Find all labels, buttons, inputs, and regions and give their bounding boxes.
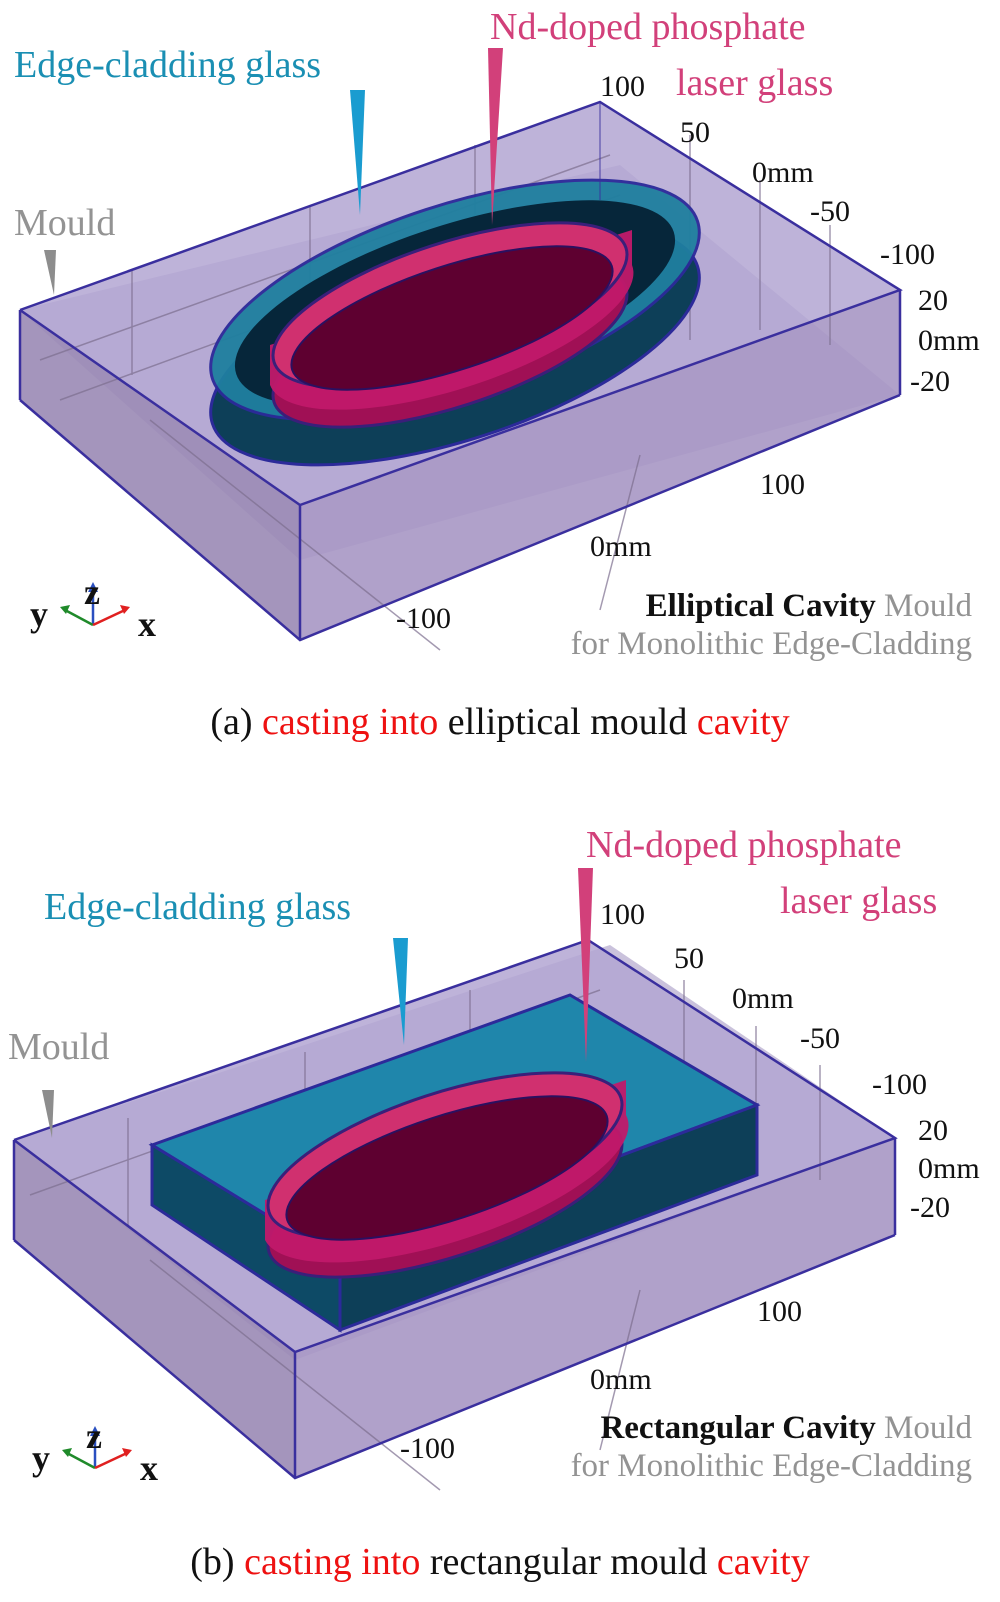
y-tick-0: 0mm bbox=[752, 156, 814, 189]
title-grey: Mould bbox=[883, 588, 972, 624]
y-tick-neg50: -50 bbox=[800, 1022, 840, 1055]
mould-pointer bbox=[44, 250, 56, 295]
panel-b-title: Rectangular Cavity Mould bbox=[600, 1412, 972, 1445]
y-tick-50: 50 bbox=[674, 942, 704, 975]
z-tick-0: 0mm bbox=[918, 324, 980, 357]
axis-x-label: x bbox=[138, 604, 156, 644]
axis-x-label: x bbox=[140, 1448, 158, 1488]
x-tick-100: 100 bbox=[760, 468, 805, 501]
caption-mid: elliptical mould bbox=[447, 701, 688, 743]
nd-glass-label-line2: laser glass bbox=[676, 62, 834, 104]
caption-red-1: casting into bbox=[244, 1541, 421, 1583]
panel-a-subtitle: for Monolithic Edge-Cladding bbox=[570, 626, 972, 662]
panel-b-caption: (b) casting into rectangular mould cavit… bbox=[0, 1540, 1000, 1584]
panel-b-subtitle: for Monolithic Edge-Cladding bbox=[570, 1448, 972, 1484]
nd-glass-pointer bbox=[578, 868, 593, 1062]
caption-prefix: (a) bbox=[210, 701, 253, 743]
x-tick-0: 0mm bbox=[590, 1363, 652, 1396]
caption-red-1: casting into bbox=[262, 701, 439, 743]
edge-cladding-pointer bbox=[350, 90, 365, 215]
nd-glass-label-line2: laser glass bbox=[780, 880, 938, 922]
mould-label: Mould bbox=[8, 1026, 110, 1068]
panel-a-caption: (a) casting into elliptical mould cavity bbox=[0, 700, 1000, 744]
axis-y-label: y bbox=[32, 1438, 50, 1478]
z-tick-neg20: -20 bbox=[910, 365, 950, 398]
axis-z-label: z bbox=[86, 1416, 102, 1456]
nd-glass-label-line1: Nd-doped phosphate bbox=[490, 6, 806, 48]
z-tick-20: 20 bbox=[918, 1114, 948, 1147]
edge-cladding-pointer bbox=[393, 938, 408, 1045]
y-tick-neg100: -100 bbox=[880, 238, 935, 271]
caption-red-2: cavity bbox=[716, 1541, 810, 1583]
y-tick-100: 100 bbox=[600, 70, 645, 103]
axis-z-label: z bbox=[84, 572, 100, 612]
y-tick-50: 50 bbox=[680, 116, 710, 149]
axis-triad-icon bbox=[62, 1426, 132, 1470]
axis-triad-icon bbox=[60, 582, 130, 627]
panel-b-rectangular: Edge-cladding glass Nd-doped phosphate l… bbox=[0, 800, 1000, 1602]
caption-mid: rectangular mould bbox=[429, 1541, 708, 1583]
x-tick-0: 0mm bbox=[590, 530, 652, 563]
mould-label: Mould bbox=[14, 202, 116, 244]
y-tick-neg50: -50 bbox=[810, 195, 850, 228]
caption-red-2: cavity bbox=[696, 701, 790, 743]
z-tick-20: 20 bbox=[918, 284, 948, 317]
caption-prefix: (b) bbox=[190, 1541, 235, 1583]
panel-a-title: Elliptical Cavity Mould bbox=[646, 590, 972, 623]
y-tick-100: 100 bbox=[600, 898, 645, 931]
nd-glass-label-line1: Nd-doped phosphate bbox=[586, 824, 902, 866]
z-tick-0: 0mm bbox=[918, 1152, 980, 1185]
axis-y-label: y bbox=[30, 594, 48, 634]
mould-pointer bbox=[42, 1090, 54, 1138]
title-grey: Mould bbox=[883, 1410, 972, 1446]
elliptical-mould-diagram bbox=[18, 48, 903, 651]
title-bold: Elliptical Cavity bbox=[645, 588, 876, 624]
nd-glass-pointer bbox=[488, 48, 503, 225]
z-tick-neg20: -20 bbox=[910, 1191, 950, 1224]
panel-a-elliptical: Edge-cladding glass Nd-doped phosphate l… bbox=[0, 0, 1000, 780]
edge-cladding-label: Edge-cladding glass bbox=[44, 886, 352, 928]
y-tick-0: 0mm bbox=[732, 982, 794, 1015]
x-tick-100: 100 bbox=[757, 1295, 802, 1328]
title-bold: Rectangular Cavity bbox=[600, 1410, 876, 1446]
edge-cladding-label: Edge-cladding glass bbox=[14, 44, 322, 86]
rectangular-mould-diagram bbox=[12, 868, 898, 1491]
x-tick-neg100: -100 bbox=[400, 1432, 455, 1465]
x-tick-neg100: -100 bbox=[396, 602, 451, 635]
y-tick-neg100: -100 bbox=[872, 1068, 927, 1101]
